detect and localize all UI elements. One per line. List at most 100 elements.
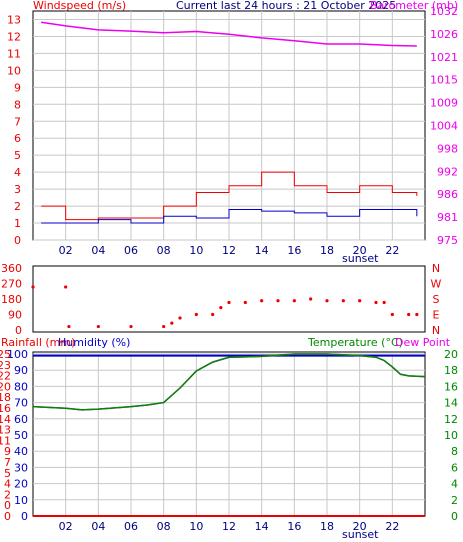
windspeed-tick: 2: [14, 200, 21, 213]
rainfall-tick: 23: [0, 359, 11, 372]
rainfall-tick: 25: [0, 348, 11, 361]
direction-point: [219, 306, 223, 310]
direction-point: [309, 297, 313, 301]
windspeed-tick: 12: [7, 30, 21, 43]
x-tick-label: 14: [255, 520, 269, 533]
rainfall-tick: 2: [4, 488, 11, 501]
direction-point: [374, 300, 378, 305]
rainfall-tick: 9: [4, 445, 11, 458]
x-tick-label: 02: [59, 244, 73, 257]
x-tick-label: 20: [353, 244, 367, 257]
rainfall-tick: 0: [4, 499, 11, 512]
barometer-tick: 975: [437, 234, 458, 247]
humidity-title: Humidity (%): [58, 336, 130, 349]
humidity-tick: 90: [14, 364, 28, 377]
direction-point: [64, 285, 68, 289]
x-tick-label: 16: [287, 244, 301, 257]
temperature-tick: 20: [444, 348, 458, 361]
barometer-tick: 1009: [430, 97, 458, 110]
direction-point: [341, 299, 345, 303]
barometer-tick: 1015: [430, 74, 458, 87]
direction-point: [227, 300, 231, 305]
direction-point: [67, 324, 71, 329]
temperature-tick: 14: [444, 397, 458, 410]
direction-point: [194, 312, 198, 317]
humidity-tick: 0: [21, 510, 28, 523]
temperature-tick: 12: [444, 413, 458, 426]
direction-degree-tick: 0: [15, 324, 22, 337]
direction-point: [415, 312, 419, 317]
humidity-tick: 50: [14, 429, 28, 442]
windspeed-tick: 9: [14, 81, 21, 94]
barometer-tick: 986: [437, 188, 458, 201]
humidity-tick: 10: [14, 494, 28, 507]
wind-baro-grid: [33, 11, 425, 241]
x-tick-label: 04: [91, 520, 105, 533]
direction-degree-tick: 360: [1, 262, 22, 275]
wind-baro-x-ticks: 02 04 06 08 10 12 14 16 18 20 22: [59, 244, 400, 257]
barometer-tick: 981: [437, 211, 458, 224]
direction-point: [358, 299, 362, 303]
x-tick-label: 14: [255, 244, 269, 257]
direction-point: [31, 285, 35, 289]
x-tick-label: 18: [320, 244, 334, 257]
direction-point: [129, 324, 133, 329]
rainfall-tick: 22: [0, 370, 11, 383]
temperature-tick: 18: [444, 364, 458, 377]
x-tick-label: 02: [59, 520, 73, 533]
barometer-axis-ticks: 975 981 986 992 998 1004 1009 1015 1021 1026 1032: [430, 5, 458, 247]
rainfall-tick: 7: [4, 456, 11, 469]
direction-compass-tick: W: [431, 278, 442, 291]
x-tick-label: 18: [320, 520, 334, 533]
x-tick-label: 04: [91, 244, 105, 257]
humidity-tick: 40: [14, 445, 28, 458]
rainfall-tick: 0: [4, 510, 11, 523]
windspeed-tick: 11: [7, 47, 21, 60]
windspeed-tick: 6: [14, 132, 21, 145]
direction-point: [292, 299, 296, 303]
x-tick-label: 16: [287, 520, 301, 533]
direction-point: [211, 312, 215, 317]
direction-compass-tick: N: [432, 262, 440, 275]
windspeed-tick: 3: [14, 183, 21, 196]
barometer-tick: 1032: [430, 5, 458, 18]
temperature-title: Temperature (°C): [307, 336, 403, 349]
x-tick-label: 10: [189, 520, 203, 533]
direction-degree-tick: 90: [8, 309, 22, 322]
windspeed-tick: 0: [14, 234, 21, 247]
rainfall-tick: 18: [0, 391, 11, 404]
gust-line: [41, 171, 418, 221]
direction-compass-tick: N: [432, 324, 440, 337]
direction-point: [243, 300, 247, 305]
direction-degree-tick: 270: [1, 278, 22, 291]
direction-compass-tick: S: [433, 293, 440, 306]
temperature-line: [32, 353, 426, 411]
rainfall-tick: 4: [4, 478, 11, 491]
barometer-tick: 992: [437, 165, 458, 178]
temperature-axis-ticks: 0 2 4 6 8 10 12 14 16 18 20: [444, 348, 458, 523]
rainfall-tick: 11: [0, 434, 11, 447]
direction-degree-ticks: 0 90 180 270 360: [1, 262, 22, 337]
temperature-tick: 6: [451, 461, 458, 474]
barometer-tick: 1026: [430, 28, 458, 41]
rainfall-tick: 16: [0, 402, 11, 415]
windspeed-tick: 13: [7, 13, 21, 26]
windspeed-tick: 10: [7, 64, 21, 77]
sunset-label-top: sunset: [342, 252, 379, 265]
temperature-tick: 4: [451, 478, 458, 491]
barometer-line: [41, 21, 417, 47]
humidity-tick: 20: [14, 478, 28, 491]
humidity-tick: 30: [14, 461, 28, 474]
temperature-tick: 0: [451, 510, 458, 523]
windspeed-tick: 5: [14, 149, 21, 162]
rainfall-title: Rainfall (mm): [1, 336, 75, 349]
wind-direction-points: [31, 285, 419, 329]
direction-degree-tick: 180: [1, 293, 22, 306]
direction-point: [382, 300, 386, 305]
temperature-tick: 8: [451, 445, 458, 458]
